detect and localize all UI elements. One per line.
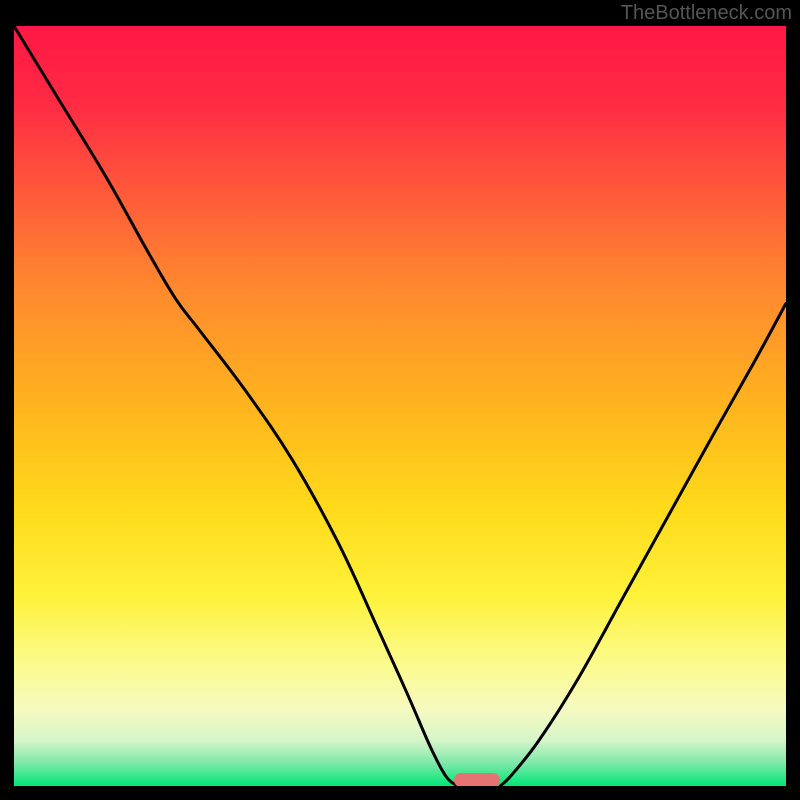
optimal-range-marker — [454, 773, 500, 786]
curve-right-branch — [500, 303, 786, 786]
bottleneck-curve — [14, 26, 786, 786]
chart-frame: TheBottleneck.com — [0, 0, 800, 800]
attribution-label: TheBottleneck.com — [621, 2, 792, 25]
curve-left-branch — [14, 26, 458, 786]
plot-area — [14, 26, 786, 786]
